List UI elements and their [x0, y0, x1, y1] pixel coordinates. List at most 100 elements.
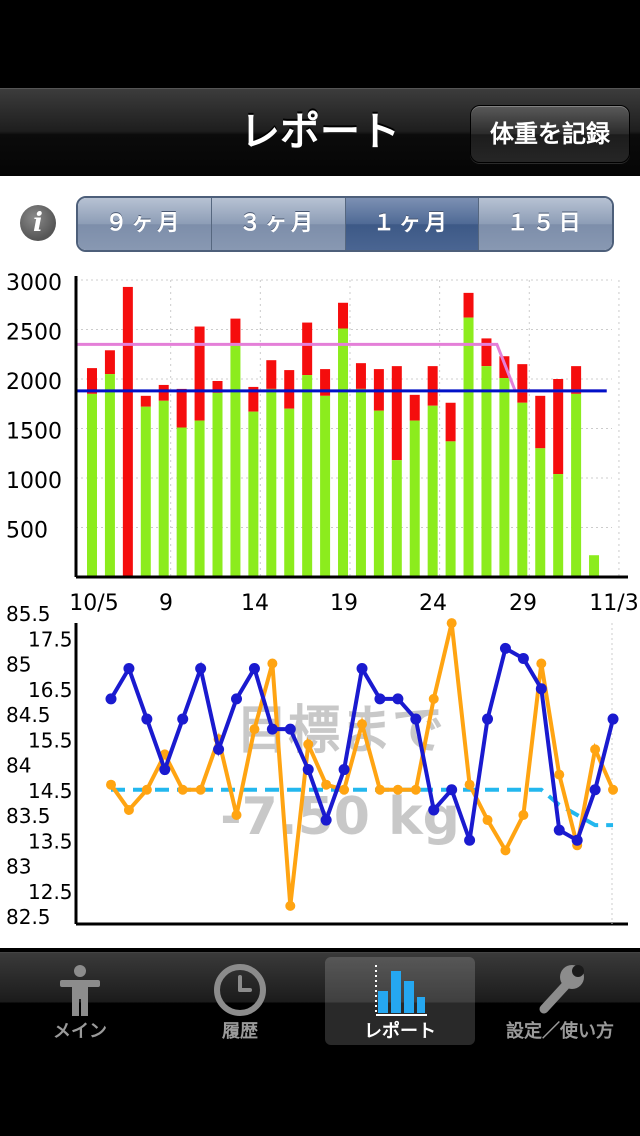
calorie-excess-bar: [338, 302, 349, 329]
weight-point: [553, 824, 565, 836]
calorie-intake-bar: [499, 378, 510, 577]
person-icon: [60, 965, 100, 1016]
record-weight-button[interactable]: 体重を記録: [470, 105, 630, 163]
calorie-excess-bar: [481, 338, 492, 367]
body-fat-point: [106, 779, 116, 790]
weight-point: [589, 784, 601, 796]
wrench-icon: [539, 965, 584, 1014]
clock-icon: [214, 964, 266, 1016]
body-fat-point: [446, 618, 457, 629]
tab-main[interactable]: メイン: [5, 957, 155, 1045]
weight-point: [535, 683, 547, 695]
body-fat-point: [428, 693, 439, 704]
date-tick-label: 9: [159, 591, 173, 616]
calorie-intake-bar: [589, 555, 600, 577]
calorie-excess-bar: [571, 366, 582, 394]
calorie-intake-bar: [481, 366, 492, 577]
weight-tick-label: 84: [6, 754, 31, 778]
body-fat-point: [500, 845, 511, 856]
calorie-y-tick-label: 2500: [6, 321, 62, 346]
calorie-excess-bar: [194, 326, 205, 421]
tab-bar: メイン 履歴 レポート 設定／使い方: [0, 952, 640, 1051]
body-fat-point: [231, 810, 242, 820]
tab-main-label: メイン: [53, 1021, 107, 1042]
weight-point: [266, 723, 278, 735]
weight-point: [571, 834, 583, 846]
calorie-intake-bar: [87, 393, 97, 577]
weight-point: [374, 693, 386, 705]
calorie-intake-bar: [212, 392, 223, 577]
calorie-bars: [87, 286, 600, 577]
tab-history[interactable]: 履歴: [165, 957, 315, 1045]
calorie-excess-bar: [355, 363, 366, 389]
body-fat-point: [464, 779, 475, 790]
report-charts: 3000 2500 2000 1500 1000 500 10/5 9 14 19 24 29 11/…: [6, 271, 639, 929]
calorie-excess-bar: [302, 322, 313, 376]
calorie-excess-bar: [230, 318, 241, 346]
calorie-excess-bar: [320, 369, 331, 396]
date-tick-label: 24: [419, 591, 447, 616]
body-fat-point: [321, 779, 332, 790]
calorie-intake-bar: [230, 345, 241, 577]
calorie-y-tick-label: 500: [6, 519, 48, 544]
calorie-excess-bar: [266, 360, 277, 389]
body-fat-tick-label: 17.5: [28, 627, 73, 651]
calorie-intake-bar: [427, 405, 438, 577]
calorie-intake-bar: [463, 317, 474, 577]
weight-point: [356, 663, 368, 675]
range-tab-15-days[interactable]: １５日: [479, 198, 612, 250]
calorie-y-tick-label: 3000: [6, 271, 62, 296]
weight-tick-label: 85.5: [6, 602, 51, 626]
calorie-excess-bar: [87, 368, 97, 394]
calorie-intake-bar: [140, 406, 151, 577]
tab-settings[interactable]: 設定／使い方: [485, 957, 635, 1045]
weight-point: [446, 784, 458, 796]
navigation-bar: レポート 体重を記録: [0, 88, 640, 177]
calorie-intake-bar: [302, 375, 313, 577]
calorie-excess-bar: [391, 366, 402, 461]
body-fat-point: [374, 784, 385, 795]
date-tick-label: 14: [241, 591, 269, 616]
calorie-y-tick-label: 1500: [6, 420, 62, 445]
bottom-area: [0, 1050, 640, 1136]
body-fat-point: [141, 784, 152, 795]
page-title: レポート: [240, 109, 400, 155]
calorie-intake-bar: [338, 328, 349, 577]
body-fat-point: [195, 784, 206, 795]
tab-history-label: 履歴: [222, 1021, 258, 1042]
goal-dashed-line: [111, 787, 614, 828]
status-bar: [0, 0, 640, 88]
weight-point: [607, 713, 619, 725]
weight-point: [302, 764, 314, 776]
info-icon[interactable]: i: [20, 205, 56, 241]
calorie-intake-bar: [571, 393, 582, 577]
calorie-intake-bar: [553, 474, 564, 577]
body-fat-point: [536, 658, 547, 669]
body-fat-point: [554, 769, 565, 780]
body-fat-point: [482, 815, 493, 826]
calorie-excess-bar: [176, 388, 187, 428]
weight-point: [410, 713, 422, 725]
weight-point: [482, 713, 494, 725]
body-fat-tick-label: 15.5: [28, 728, 73, 752]
calorie-excess-bar: [122, 286, 133, 577]
tab-report[interactable]: レポート: [325, 957, 475, 1045]
range-tab-3-months[interactable]: ３ヶ月: [211, 198, 346, 250]
calorie-target-lines: [76, 342, 607, 393]
calorie-excess-bar: [140, 395, 151, 407]
body-fat-point: [123, 804, 134, 815]
weight-point: [123, 663, 135, 675]
calorie-y-tick-label: 2000: [6, 370, 62, 395]
range-tab-1-month[interactable]: １ヶ月: [345, 198, 480, 250]
report-content: i ９ヶ月 ３ヶ月 １ヶ月 １５日 3000 2500 2000 1500 1000 50…: [0, 176, 640, 948]
calorie-intake-bar: [248, 411, 259, 577]
range-tab-9-months[interactable]: ９ヶ月: [78, 198, 212, 250]
body-fat-tick-label: 13.5: [28, 829, 73, 853]
range-segmented-control: ９ヶ月 ３ヶ月 １ヶ月 １５日: [76, 196, 614, 252]
body-fat-point: [590, 744, 601, 755]
weight-tick-label: 83: [6, 855, 31, 879]
calorie-intake-bar: [320, 395, 331, 577]
body-fat-point: [357, 719, 368, 730]
weight-point: [284, 723, 296, 735]
date-tick-label: 19: [330, 591, 358, 616]
